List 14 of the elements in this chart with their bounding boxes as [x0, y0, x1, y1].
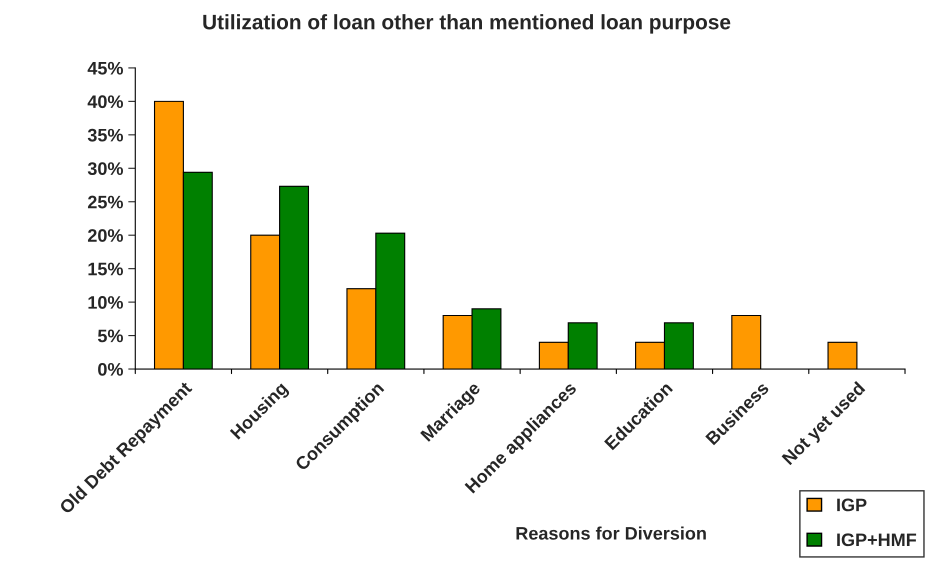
x-axis-title: Reasons for Diversion: [516, 526, 706, 540]
y-tick-label: 45%: [88, 62, 124, 75]
y-tick-label: 10%: [88, 296, 124, 309]
y-tick-label: 40%: [88, 95, 124, 108]
y-tick-label: 5%: [98, 330, 124, 342]
y-tick-label: 15%: [88, 262, 124, 276]
y-tick-label: 30%: [88, 162, 124, 176]
y-tick-label: 35%: [88, 128, 124, 142]
y-tick-label: 0%: [98, 362, 124, 376]
legend-label: IGP: [837, 498, 866, 512]
chart-title: Utilization of loan other than mentioned loan purpose: [203, 14, 730, 34]
legend-label: IGP+HMF: [837, 533, 916, 546]
y-tick-label: 25%: [88, 196, 124, 208]
y-tick-label: 20%: [88, 229, 124, 242]
